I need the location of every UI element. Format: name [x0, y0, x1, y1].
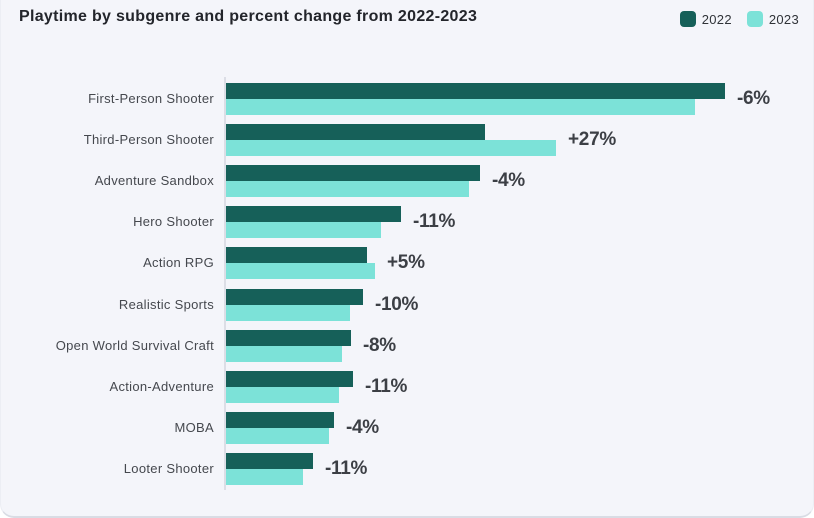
- bar-2022[interactable]: [226, 124, 485, 141]
- legend-item-2023[interactable]: 2023: [746, 11, 799, 27]
- percent-change-label: -6%: [737, 88, 770, 109]
- category-label: First-Person Shooter: [88, 91, 214, 106]
- category-label: Action RPG: [143, 255, 214, 271]
- chart-legend: 2022 2023: [679, 11, 799, 27]
- legend-swatch-2023: [746, 11, 763, 27]
- bar-2022[interactable]: [226, 165, 480, 182]
- category-label: MOBA: [174, 419, 214, 435]
- legend-label: 2023: [768, 11, 799, 27]
- percent-change-label: +27%: [568, 129, 616, 151]
- percent-change-label: -4%: [346, 416, 379, 438]
- percent-change-label: -11%: [325, 457, 368, 479]
- percent-change-label: -10%: [375, 293, 419, 315]
- legend-swatch-2022: [679, 11, 696, 27]
- category-label: Action-Adventure: [109, 378, 214, 394]
- bar-2022[interactable]: [226, 247, 367, 264]
- bar-2022[interactable]: [226, 370, 353, 387]
- category-label: Looter Shooter: [123, 460, 214, 476]
- bar-2023[interactable]: [226, 99, 695, 115]
- bar-2022[interactable]: [226, 452, 313, 469]
- bar-2023[interactable]: [226, 427, 329, 444]
- bar-2022[interactable]: [226, 329, 351, 346]
- bar-2022[interactable]: [226, 83, 725, 99]
- bar-2023[interactable]: [226, 386, 339, 403]
- category-label: Open World Survival Craft: [55, 337, 214, 353]
- legend-label: 2022: [701, 11, 732, 27]
- bar-2022[interactable]: [226, 288, 363, 305]
- bar-2023[interactable]: [226, 304, 350, 321]
- percent-change-label: -11%: [365, 375, 408, 397]
- bar-2023[interactable]: [226, 263, 375, 280]
- bar-2023[interactable]: [226, 222, 381, 239]
- y-axis-line: [224, 77, 226, 490]
- bar-2023[interactable]: [226, 468, 303, 485]
- category-label: Realistic Sports: [118, 296, 214, 312]
- category-label: Third-Person Shooter: [83, 132, 214, 148]
- legend-item-2022[interactable]: 2022: [679, 11, 732, 27]
- percent-change-label: -8%: [363, 334, 396, 356]
- chart-title: Playtime by subgenre and percent change …: [19, 8, 478, 25]
- bar-2023[interactable]: [226, 181, 469, 198]
- bar-2022[interactable]: [226, 411, 334, 428]
- percent-change-label: -11%: [413, 211, 456, 233]
- bar-2023[interactable]: [226, 140, 556, 157]
- category-label: Hero Shooter: [133, 214, 214, 230]
- bar-2022[interactable]: [226, 206, 401, 223]
- bar-2023[interactable]: [226, 345, 342, 362]
- category-label: Adventure Sandbox: [94, 173, 214, 189]
- percent-change-label: -4%: [492, 170, 525, 192]
- percent-change-label: +5%: [387, 252, 425, 274]
